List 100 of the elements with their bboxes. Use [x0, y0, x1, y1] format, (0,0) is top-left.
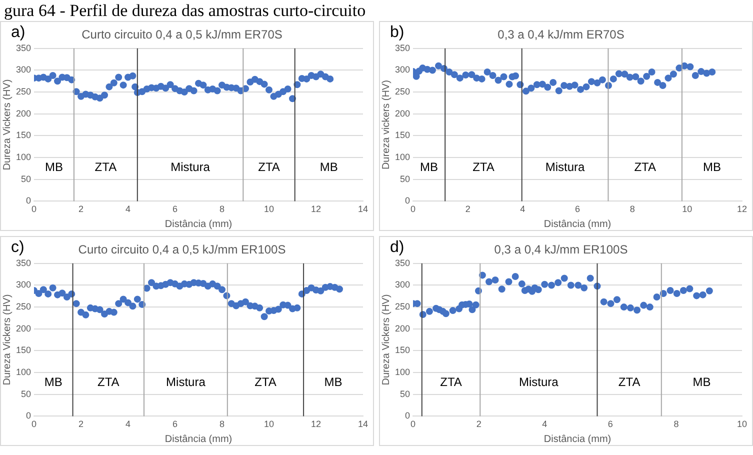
point — [664, 74, 672, 82]
annotation: ZTA — [98, 374, 120, 389]
point — [435, 62, 442, 70]
x-tick-label: 12 — [310, 419, 322, 430]
point — [472, 301, 480, 308]
point — [703, 70, 710, 77]
point — [594, 79, 601, 86]
point — [554, 279, 562, 286]
annotation: Mistura — [166, 374, 206, 389]
text: gura 64 - Perfil de dureza das amostras curto-circuito — [4, 1, 366, 20]
x-axis-title: Distância (mm) — [164, 218, 232, 230]
point — [548, 282, 556, 289]
y-tick-label: 200 — [394, 108, 410, 118]
point — [534, 286, 542, 294]
point — [693, 292, 700, 300]
x-tick-label: 12 — [736, 204, 748, 214]
text: c) — [11, 239, 24, 257]
x-tick-label: 6 — [608, 419, 613, 430]
point — [544, 84, 552, 91]
y-tick-label: 50 — [400, 174, 410, 184]
x-tick-label: 8 — [220, 419, 225, 430]
point — [567, 282, 574, 289]
point — [692, 72, 699, 79]
point — [486, 278, 493, 286]
x-tick-label: 10 — [264, 419, 274, 430]
y-axis-title: Dureza Vickers (HV) — [380, 294, 392, 386]
annotation: ZTA — [634, 160, 656, 174]
point — [450, 71, 458, 78]
annotation: Mistura — [170, 160, 210, 174]
point — [462, 72, 470, 79]
y-tick-label: 150 — [16, 345, 32, 356]
point — [654, 78, 662, 86]
point — [492, 276, 499, 284]
y-tick-label: 300 — [394, 280, 410, 290]
point — [468, 306, 476, 314]
x-tick-label: 8 — [220, 204, 225, 214]
y-tick-label: 250 — [16, 86, 32, 97]
y-tick-label: 350 — [16, 42, 32, 53]
point — [613, 296, 620, 304]
point — [637, 78, 644, 85]
annotation: ZTA — [94, 160, 117, 174]
chart-title: Curto circuito 0,4 a 0,5 kJ/mm ER70S — [82, 28, 282, 42]
point — [550, 78, 557, 86]
chart-title: Curto circuito 0,4 a 0,5 kJ/mm ER100S — [78, 242, 286, 257]
x-tick-label: 12 — [310, 204, 322, 214]
y-axis-title: Dureza Vickers (HV) — [2, 79, 13, 170]
point — [442, 310, 450, 318]
annotation: MB — [44, 374, 62, 389]
x-axis-title: Distância (mm) — [544, 434, 612, 445]
x-tick-label: 8 — [630, 204, 635, 214]
x-tick-label: 2 — [78, 204, 84, 214]
point — [505, 278, 512, 286]
point — [673, 290, 680, 298]
point — [643, 72, 650, 80]
x-tick-label: 10 — [682, 204, 692, 214]
annotation: ZTA — [472, 160, 494, 174]
y-tick-label: 100 — [16, 152, 32, 162]
annotation: MB — [44, 160, 63, 174]
x-axis-title: Distância (mm) — [544, 218, 612, 230]
y-tick-label: 150 — [394, 345, 410, 356]
point — [588, 78, 595, 86]
point — [484, 68, 491, 76]
text: b) — [390, 24, 404, 42]
point — [580, 284, 588, 292]
y-tick-label: 250 — [16, 302, 32, 312]
annotation: ZTA — [618, 374, 640, 389]
x-tick-label: 14 — [358, 204, 368, 214]
x-tick-label: 4 — [126, 419, 131, 430]
point — [489, 72, 496, 79]
annotation: MB — [324, 374, 342, 389]
point — [646, 304, 654, 311]
y-tick-label: 350 — [16, 258, 32, 268]
point — [615, 70, 622, 78]
point — [634, 306, 641, 314]
point — [555, 87, 562, 94]
y-tick-label: 0 — [405, 410, 410, 421]
y-tick-label: 250 — [394, 86, 410, 97]
x-tick-label: 10 — [264, 204, 274, 214]
y-tick-label: 200 — [16, 323, 32, 334]
y-tick-label: 150 — [16, 130, 32, 140]
y-tick-label: 50 — [21, 174, 32, 184]
x-tick-label: 6 — [172, 204, 178, 214]
x-tick-label: 2 — [78, 419, 84, 430]
point — [698, 68, 705, 76]
annotation: ZTA — [440, 374, 462, 389]
annotation: MB — [692, 374, 711, 389]
y-tick-label: 200 — [394, 323, 410, 334]
point — [607, 300, 614, 308]
point — [626, 74, 634, 81]
y-tick-label: 100 — [16, 367, 32, 378]
point — [494, 76, 502, 84]
point — [538, 80, 546, 88]
x-tick-label: 4 — [520, 204, 526, 214]
point — [518, 280, 526, 288]
annotation: Mistura — [519, 374, 559, 389]
point — [560, 274, 568, 282]
point — [506, 80, 513, 88]
point — [640, 302, 648, 309]
y-tick-label: 300 — [16, 280, 32, 290]
text: d) — [390, 239, 404, 257]
